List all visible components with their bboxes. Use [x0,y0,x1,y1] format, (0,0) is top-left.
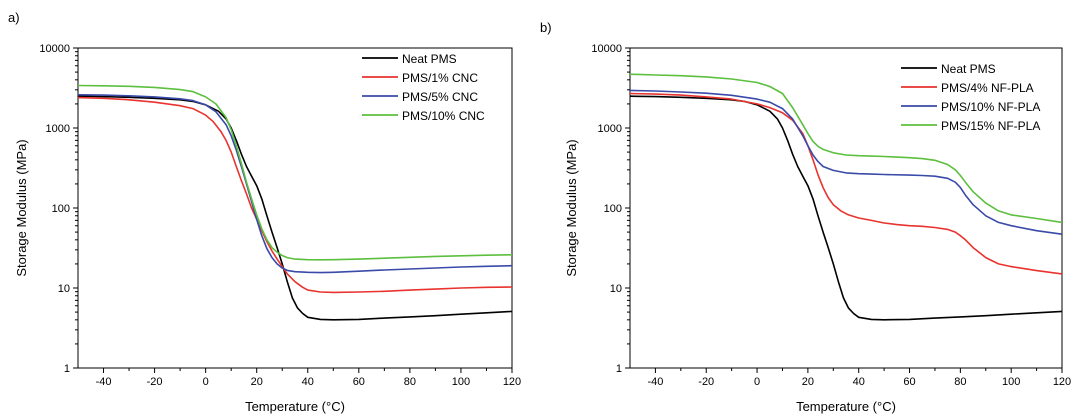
legend-label: Neat PMS [941,62,996,76]
x-axis-label: Temperature (°C) [796,399,896,414]
y-tick-label: 100 [604,203,622,215]
x-tick-label: 0 [754,376,760,388]
series-line [629,73,1063,224]
x-tick-label: -40 [96,376,112,388]
panel-label: a) [8,10,20,25]
legend: Neat PMS PMS/1% CNC PMS/5% CNC PMS/10% CNC [362,52,485,123]
series-line [77,95,513,321]
legend-label: PMS/4% NF-PLA [941,81,1034,95]
x-tick-label: 40 [302,376,314,388]
y-tick-label: 1 [64,363,70,375]
x-tick-label: 100 [1002,376,1020,388]
series-line [629,92,1063,275]
y-tick-label: 10000 [39,43,70,55]
series-lines [629,73,1063,321]
x-tick-label: 40 [853,376,865,388]
y-tick-label: 100 [52,203,70,215]
x-tick-label: 100 [452,376,470,388]
x-tick-label: 60 [353,376,365,388]
legend-label: PMS/1% CNC [402,71,478,85]
y-axis-label: Storage Modulus (MPa) [564,139,579,276]
series-line [77,84,513,261]
legend-label: PMS/5% CNC [402,90,478,104]
legend-label: PMS/10% NF-PLA [941,100,1040,114]
y-tick-label: 10 [610,283,622,295]
x-tick-label: 20 [251,376,263,388]
x-tick-label: 0 [203,376,209,388]
y-tick-label: 1 [616,363,622,375]
series-line [629,89,1063,235]
y-tick-label: 1000 [598,123,622,135]
series-lines [77,84,513,321]
x-tick-label: -40 [647,376,663,388]
chart-panel-a: a) -40 -20 0 20 40 60 80 100 120 1 10 100 1000 10000 … [8,10,521,414]
panel-label: b) [540,20,552,35]
x-tick-label: 120 [503,376,521,388]
chart-panel-b: b) -40 -20 0 20 40 60 80 100 120 1 10 100 1000 10000 … [536,0,1072,415]
x-tick-label: 80 [404,376,416,388]
x-tick-label: 60 [903,376,915,388]
y-axis-label: Storage Modulus (MPa) [14,139,29,276]
legend: Neat PMS PMS/4% NF-PLA PMS/10% NF-PLA PMS/1… [901,62,1040,133]
x-tick-label: 80 [954,376,966,388]
x-axis-label: Temperature (°C) [245,399,345,414]
legend-label: PMS/15% NF-PLA [941,119,1040,133]
chart-a-svg: a) -40 -20 0 20 40 60 80 100 120110100100010000 … [8,10,521,414]
y-tick-label: 10 [58,283,70,295]
chart-b-svg: b) -40 -20 0 20 40 60 80 100 120110100100010000 … [540,20,1071,414]
x-tick-label: 20 [802,376,814,388]
x-tick-label: -20 [698,376,714,388]
legend-label: Neat PMS [402,52,457,66]
x-tick-label: 120 [1053,376,1071,388]
legend-label: PMS/10% CNC [402,109,485,123]
x-tick-label: -20 [147,376,163,388]
series-line [77,96,513,294]
series-line [77,94,513,274]
y-tick-label: 1000 [46,123,70,135]
y-tick-label: 10000 [591,43,622,55]
